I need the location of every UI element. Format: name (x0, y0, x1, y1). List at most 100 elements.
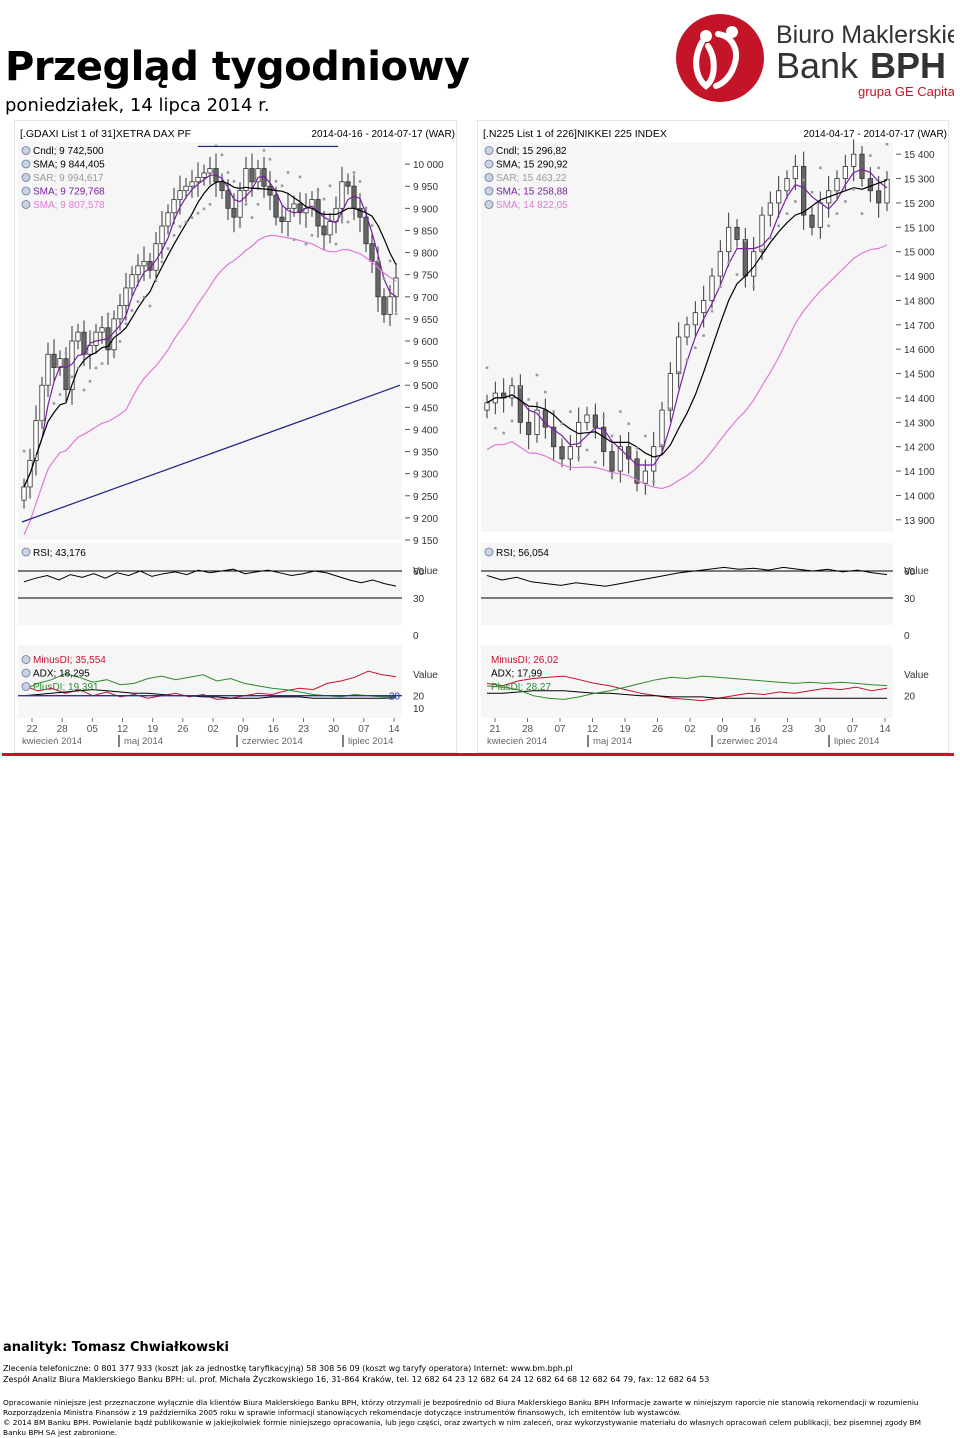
time-tick-label: 30 (814, 724, 826, 735)
sar-dot (860, 212, 864, 215)
legend-entry: SAR; 15 463,22 (496, 173, 567, 184)
sar-dot (154, 278, 158, 281)
sma-long-line (23, 234, 397, 535)
sar-dot (569, 410, 572, 413)
rsi-axis-title: Value (413, 566, 438, 577)
sar-dot (136, 300, 140, 303)
plus-di-line (486, 675, 888, 700)
candle-body (859, 153, 865, 179)
rsi-tick-label: 60 (413, 567, 425, 578)
candle-body (201, 172, 207, 178)
price-tick-label: 15 100 (904, 223, 935, 234)
time-tick-label: 09 (238, 724, 250, 735)
sar-dot (46, 388, 50, 392)
candle-body (381, 296, 387, 315)
price-tick-label: 9 350 (413, 448, 438, 459)
price-tick-label: 14 100 (904, 467, 935, 478)
candle-body (734, 226, 740, 240)
candle-body (851, 153, 857, 167)
rsi-label: RSI; 56,054 (496, 548, 549, 559)
candle-body (261, 168, 267, 187)
time-tick-label: 30 (328, 724, 340, 735)
month-label: kwiecień 2014 (487, 736, 547, 747)
candle-body (171, 199, 177, 214)
candle-body (726, 226, 732, 253)
sar-dot (58, 393, 62, 396)
chart-date-range: 2014-04-16 - 2014-07-17 (WAR) (311, 129, 455, 140)
red-separator (2, 753, 954, 756)
sar-dot (184, 220, 188, 224)
candle-body (45, 353, 51, 386)
rsi-tick-label: 0 (904, 631, 910, 642)
sar-dot (280, 184, 284, 188)
candle-body (321, 225, 327, 236)
sar-dot (552, 410, 555, 413)
legend-entry: Cndl; 15 296,82 (496, 146, 567, 157)
candle-body (255, 168, 261, 183)
candle-body (517, 385, 523, 423)
candle-body (39, 384, 45, 422)
time-tick-label: 16 (749, 724, 761, 735)
price-tick-label: 14 000 (904, 491, 935, 502)
candle-body (141, 260, 147, 267)
candle-body (291, 203, 297, 209)
adx-legend-bullet-icon (21, 682, 31, 691)
disclaimer-line: Banku BPH SA jest zabronione. (3, 1428, 118, 1437)
adx-tick-label: 20 (413, 692, 425, 703)
time-tick-label: 19 (619, 724, 631, 735)
time-tick-label: 28 (57, 724, 69, 735)
time-tick-label: 07 (847, 724, 859, 735)
legend-entry: SMA; 9 844,405 (33, 160, 105, 171)
page-title: Przegląd tygodniowy (5, 44, 470, 90)
sar-dot (519, 385, 522, 389)
sma-long-line (486, 244, 888, 490)
candle-body (884, 178, 890, 204)
rsi-line (23, 568, 397, 587)
sar-dot (585, 448, 589, 452)
sar-dot (298, 175, 302, 179)
candle-body (867, 178, 873, 192)
rsi-tick-label: 30 (904, 594, 916, 605)
legend-bullet-icon (21, 186, 31, 196)
candle-body (676, 336, 682, 374)
sar-dot (40, 419, 44, 423)
candle-body (526, 421, 532, 435)
sar-dot (208, 203, 212, 206)
price-tick-label: 9 250 (413, 492, 438, 503)
candle-body (642, 470, 648, 484)
rsi-axis-title: Value (904, 566, 929, 577)
contact-line: Zlecenia telefoniczne: 0 801 377 933 (ko… (3, 1364, 573, 1373)
time-tick-label: 23 (782, 724, 794, 735)
candle-body (189, 181, 195, 187)
sar-dot (64, 352, 68, 356)
time-tick-label: 23 (298, 724, 310, 735)
sar-dot (244, 203, 248, 206)
sar-dot (106, 312, 110, 316)
sar-dot (694, 346, 697, 350)
sar-dot (577, 456, 580, 459)
price-tick-label: 9 550 (413, 359, 438, 370)
legend-bullet-icon (21, 146, 31, 155)
candle-body (231, 207, 237, 218)
sar-dot (82, 388, 86, 392)
sar-dot (328, 184, 332, 188)
price-tick-label: 9 850 (413, 226, 438, 237)
candle-body (659, 409, 665, 448)
sar-dot (202, 207, 206, 211)
candle-body (484, 402, 490, 411)
disclaimer-line: Opracowanie niniejsze jest przeznaczone … (3, 1398, 919, 1407)
price-tick-label: 14 200 (904, 443, 935, 454)
sar-dot (660, 443, 664, 447)
time-tick-label: 02 (207, 724, 219, 735)
candle-body (759, 214, 765, 253)
sar-dot (34, 455, 38, 458)
rsi-bullet-icon (21, 547, 31, 557)
price-tick-label: 9 900 (413, 204, 438, 215)
adx-plot-area (481, 645, 893, 718)
candle-body (123, 287, 129, 307)
candle-body (117, 305, 123, 320)
sar-dot (394, 312, 398, 316)
rsi-line (486, 566, 888, 587)
candle-body (339, 181, 345, 209)
dax-chart: [.GDAXI List 1 of 31]XETRA DAX PF 2014-04… (14, 120, 457, 753)
